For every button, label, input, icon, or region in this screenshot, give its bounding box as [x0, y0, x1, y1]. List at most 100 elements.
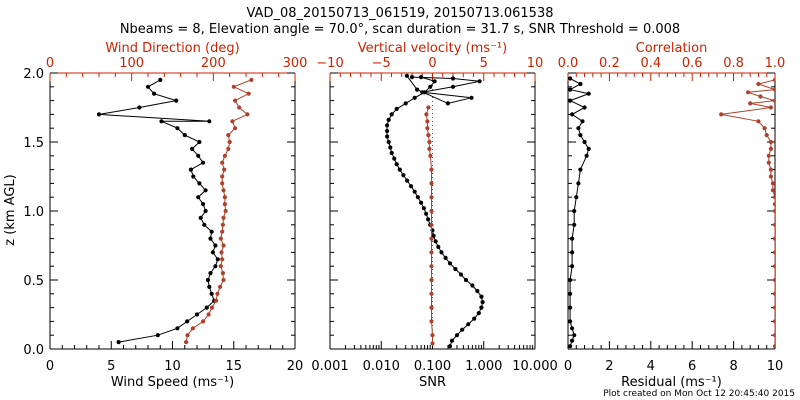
data-point — [426, 133, 431, 138]
data-point — [460, 327, 465, 332]
data-point — [221, 215, 226, 220]
data-point — [409, 75, 415, 80]
data-point — [218, 264, 223, 269]
top-tick-label: 0 — [46, 56, 54, 71]
data-point — [429, 181, 434, 186]
data-point — [222, 195, 227, 200]
data-point — [570, 338, 575, 343]
data-point — [209, 291, 214, 296]
data-point — [415, 195, 420, 200]
data-point — [568, 305, 573, 310]
data-point — [220, 257, 225, 262]
data-point — [190, 146, 195, 151]
data-point — [453, 266, 458, 272]
data-point — [155, 333, 160, 338]
data-point — [404, 73, 409, 78]
series-line — [386, 76, 484, 347]
data-point — [469, 95, 474, 100]
data-point — [766, 153, 771, 158]
data-point — [576, 126, 581, 131]
data-point — [145, 84, 151, 89]
data-point — [772, 333, 775, 338]
data-point — [477, 79, 482, 84]
x-tick-label: 10 — [164, 359, 181, 374]
data-point — [568, 87, 573, 92]
series-line — [185, 79, 252, 343]
data-point — [772, 291, 775, 296]
x-tick-label: 2 — [605, 359, 613, 374]
data-point — [222, 153, 227, 158]
data-point — [182, 133, 187, 138]
data-point — [198, 215, 203, 220]
data-point — [429, 291, 434, 296]
data-point — [472, 316, 477, 321]
data-point — [429, 305, 434, 310]
data-point — [231, 84, 236, 89]
data-point — [206, 312, 211, 317]
data-point — [222, 202, 227, 207]
data-point — [202, 222, 207, 227]
data-point — [191, 174, 196, 179]
data-point — [439, 250, 444, 255]
series-line — [98, 79, 219, 343]
data-point — [175, 326, 180, 331]
series-line — [721, 79, 775, 347]
data-point — [246, 91, 251, 96]
data-point — [215, 291, 220, 296]
y-axis-label: z (km AGL) — [3, 174, 18, 245]
data-point — [447, 344, 453, 349]
top-tick-label: 5 — [480, 56, 488, 71]
data-point — [401, 173, 406, 178]
data-point — [454, 333, 460, 338]
data-point — [214, 298, 219, 303]
data-point — [203, 188, 208, 193]
data-point — [197, 139, 202, 145]
data-point — [772, 344, 775, 349]
data-point — [412, 189, 417, 194]
data-point — [385, 128, 390, 134]
data-point — [574, 195, 579, 200]
data-point — [428, 153, 433, 158]
data-point — [756, 119, 761, 124]
data-point — [762, 126, 767, 131]
data-point — [220, 229, 225, 234]
data-point — [220, 271, 225, 276]
plot-title: VAD_08_20150713_061519, 20150713.061538 — [247, 6, 554, 21]
data-point — [159, 119, 164, 124]
data-point — [436, 244, 441, 249]
data-point — [572, 222, 577, 227]
data-point — [772, 87, 775, 92]
data-point — [427, 146, 432, 151]
data-point — [196, 195, 201, 200]
data-point — [218, 236, 223, 241]
data-point — [429, 250, 434, 255]
data-point — [185, 333, 190, 338]
data-point — [222, 167, 227, 172]
data-point — [116, 340, 121, 345]
data-point — [772, 277, 775, 283]
data-point — [415, 87, 420, 92]
data-point — [209, 305, 215, 310]
data-point — [580, 119, 585, 124]
top-tick-label: 0 — [428, 56, 436, 71]
data-point — [450, 84, 456, 89]
data-point — [249, 77, 254, 82]
data-point — [568, 344, 573, 349]
data-point — [770, 188, 775, 193]
data-point — [394, 162, 399, 167]
data-point — [221, 188, 226, 193]
x-tick-label: 0.100 — [414, 359, 451, 374]
data-point — [480, 300, 485, 305]
top-tick-label: −5 — [372, 56, 391, 71]
data-point — [429, 195, 434, 200]
x-tick-label: 0.001 — [311, 359, 348, 374]
plot-subtitle: Nbeams = 8, Elevation angle = 70.0°, sca… — [120, 22, 680, 37]
series-0 — [96, 77, 220, 345]
data-point — [479, 294, 484, 299]
bottom-axis-label: Residual (ms⁻¹) — [621, 375, 722, 390]
data-point — [586, 91, 591, 96]
data-point — [386, 117, 391, 122]
x-tick-label: 10.000 — [512, 359, 558, 374]
top-tick-label: 0.2 — [599, 56, 620, 71]
